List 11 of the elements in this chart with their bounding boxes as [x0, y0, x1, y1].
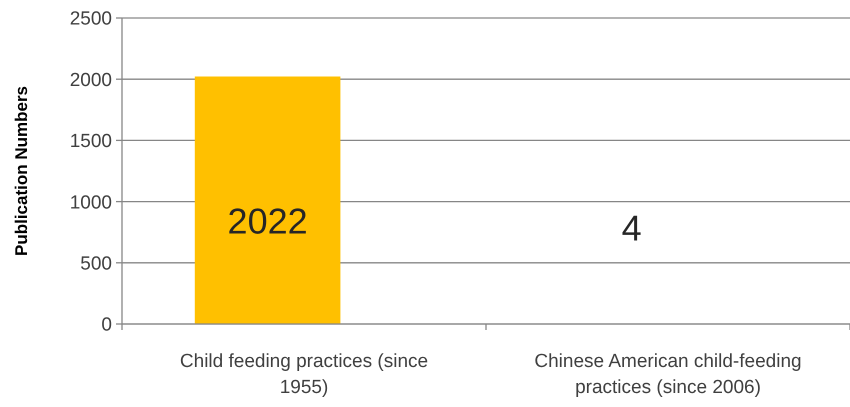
data-label: 4	[622, 208, 642, 249]
data-label: 2022	[228, 200, 308, 242]
x-tick-label: Child feeding practices (since 1955)	[180, 351, 428, 398]
x-tick-label: Chinese American child-feeding practices (since 2006)	[534, 351, 802, 398]
y-tick-label: 2000	[70, 70, 112, 91]
y-tick-label: 0	[101, 314, 112, 336]
y-tick-label: 500	[80, 253, 112, 274]
y-tick-label: 1500	[70, 131, 112, 152]
y-axis-title: Publication Numbers	[12, 86, 31, 256]
y-tick-label: 2500	[70, 8, 112, 30]
y-tick-label: 1000	[70, 192, 112, 214]
